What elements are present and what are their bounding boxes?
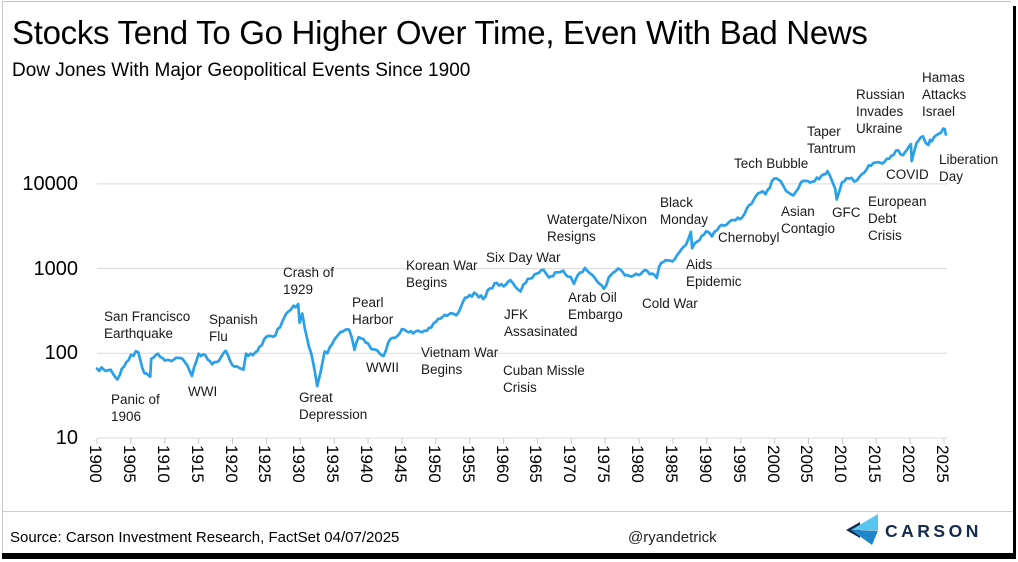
twitter-handle: @ryandetrick: [628, 529, 717, 546]
page-title: Stocks Tend To Go Higher Over Time, Even…: [12, 14, 868, 51]
left-border: [2, 1, 3, 553]
x-axis-tick-label: 1940: [357, 445, 377, 483]
event-annotation: Black Monday: [660, 195, 709, 227]
x-axis-tick-label: 1965: [526, 445, 546, 483]
x-axis-tick-label: 1910: [153, 445, 173, 483]
x-axis-tick-label: 2025: [933, 445, 952, 483]
event-annotation: San Francisco Earthquake: [104, 309, 191, 341]
event-annotation: COVID: [886, 167, 929, 182]
x-axis-tick-label: 1925: [255, 445, 275, 483]
event-annotation: JFK Assasinated: [504, 307, 578, 339]
x-axis-tick-label: 1970: [560, 445, 580, 483]
event-annotation: Crash of 1929: [283, 265, 335, 297]
event-annotation: European Debt Crisis: [868, 194, 927, 243]
x-axis-tick-label: 1980: [628, 445, 648, 483]
event-annotation: Russian Invades Ukraine: [856, 87, 905, 136]
event-annotation: Tech Bubble: [734, 156, 809, 171]
x-axis-tick-label: 1945: [390, 445, 410, 483]
event-annotation: Six Day War: [486, 250, 561, 265]
event-annotation: WWII: [366, 360, 399, 375]
x-axis-tick-label: 1995: [729, 445, 749, 483]
x-axis-tick-label: 2010: [831, 445, 851, 483]
x-axis-tick-label: 1960: [492, 445, 512, 483]
x-axis-tick-label: 1935: [323, 445, 343, 483]
x-axis-tick-label: 1900: [86, 445, 105, 483]
event-annotation: Korean War Begins: [406, 258, 478, 290]
event-annotation: Arab Oil Embargo: [568, 290, 623, 322]
logo-triangle: [851, 514, 878, 530]
x-axis-tick-label: 2005: [797, 445, 817, 483]
y-axis-tick-label: 1000: [33, 257, 79, 280]
source-text: Source: Carson Investment Research, Fact…: [10, 529, 400, 546]
x-axis-tick-label: 1905: [119, 445, 139, 483]
event-annotation: Aids Epidemic: [686, 257, 742, 289]
logo-triangle: [851, 530, 878, 545]
event-annotation: Panic of 1906: [111, 392, 160, 424]
carson-logo: CARSON: [845, 511, 1005, 549]
event-annotation: Cuban Missle Crisis: [503, 363, 585, 395]
x-axis-tick-label: 1915: [187, 445, 207, 483]
event-annotation: Liberation Day: [939, 152, 999, 184]
bottom-bar: [2, 553, 1016, 559]
right-border: [1013, 6, 1016, 554]
event-annotation: Taper Tantrum: [807, 124, 856, 156]
x-axis-tick-label: 1955: [458, 445, 478, 483]
x-axis-tick-label: 1950: [424, 445, 444, 483]
event-annotation: Asian Contagio: [781, 204, 836, 236]
top-border: [2, 1, 1011, 2]
x-axis-tick-label: 2000: [763, 445, 783, 483]
event-annotation: Cold War: [642, 296, 698, 311]
y-axis-tick-label: 100: [44, 342, 78, 365]
page-subtitle: Dow Jones With Major Geopolitical Events…: [12, 60, 471, 81]
x-axis-tick-label: 1975: [594, 445, 614, 483]
carson-chevron-icon: [846, 514, 878, 545]
event-annotation: Great Depression: [299, 390, 368, 422]
x-axis-tick-label: 2015: [865, 445, 885, 483]
y-axis-tick-label: 10000: [22, 172, 78, 195]
x-axis-tick-label: 1990: [695, 445, 715, 483]
event-annotation: Vietnam War Begins: [421, 345, 499, 377]
x-axis-tick-label: 1985: [661, 445, 681, 483]
x-axis-tick-label: 1930: [289, 445, 309, 483]
event-annotation: Pearl Harbor: [352, 295, 394, 327]
event-annotation: Watergate/Nixon Resigns: [547, 212, 648, 244]
event-annotation: GFC: [832, 205, 861, 220]
event-annotation: WWI: [188, 384, 218, 399]
event-annotation: Chernobyl: [718, 230, 780, 245]
x-axis-tick-label: 1920: [221, 445, 241, 483]
x-axis-tick-label: 2020: [899, 445, 919, 483]
event-annotation: Spanish Flu: [209, 312, 258, 344]
event-annotation: Hamas Attacks Israel: [922, 70, 967, 119]
dow-jones-line: [95, 127, 948, 388]
footer-divider: [2, 511, 1014, 512]
y-axis-tick-label: 10: [55, 427, 78, 449]
carson-logo-text: CARSON: [885, 521, 982, 541]
